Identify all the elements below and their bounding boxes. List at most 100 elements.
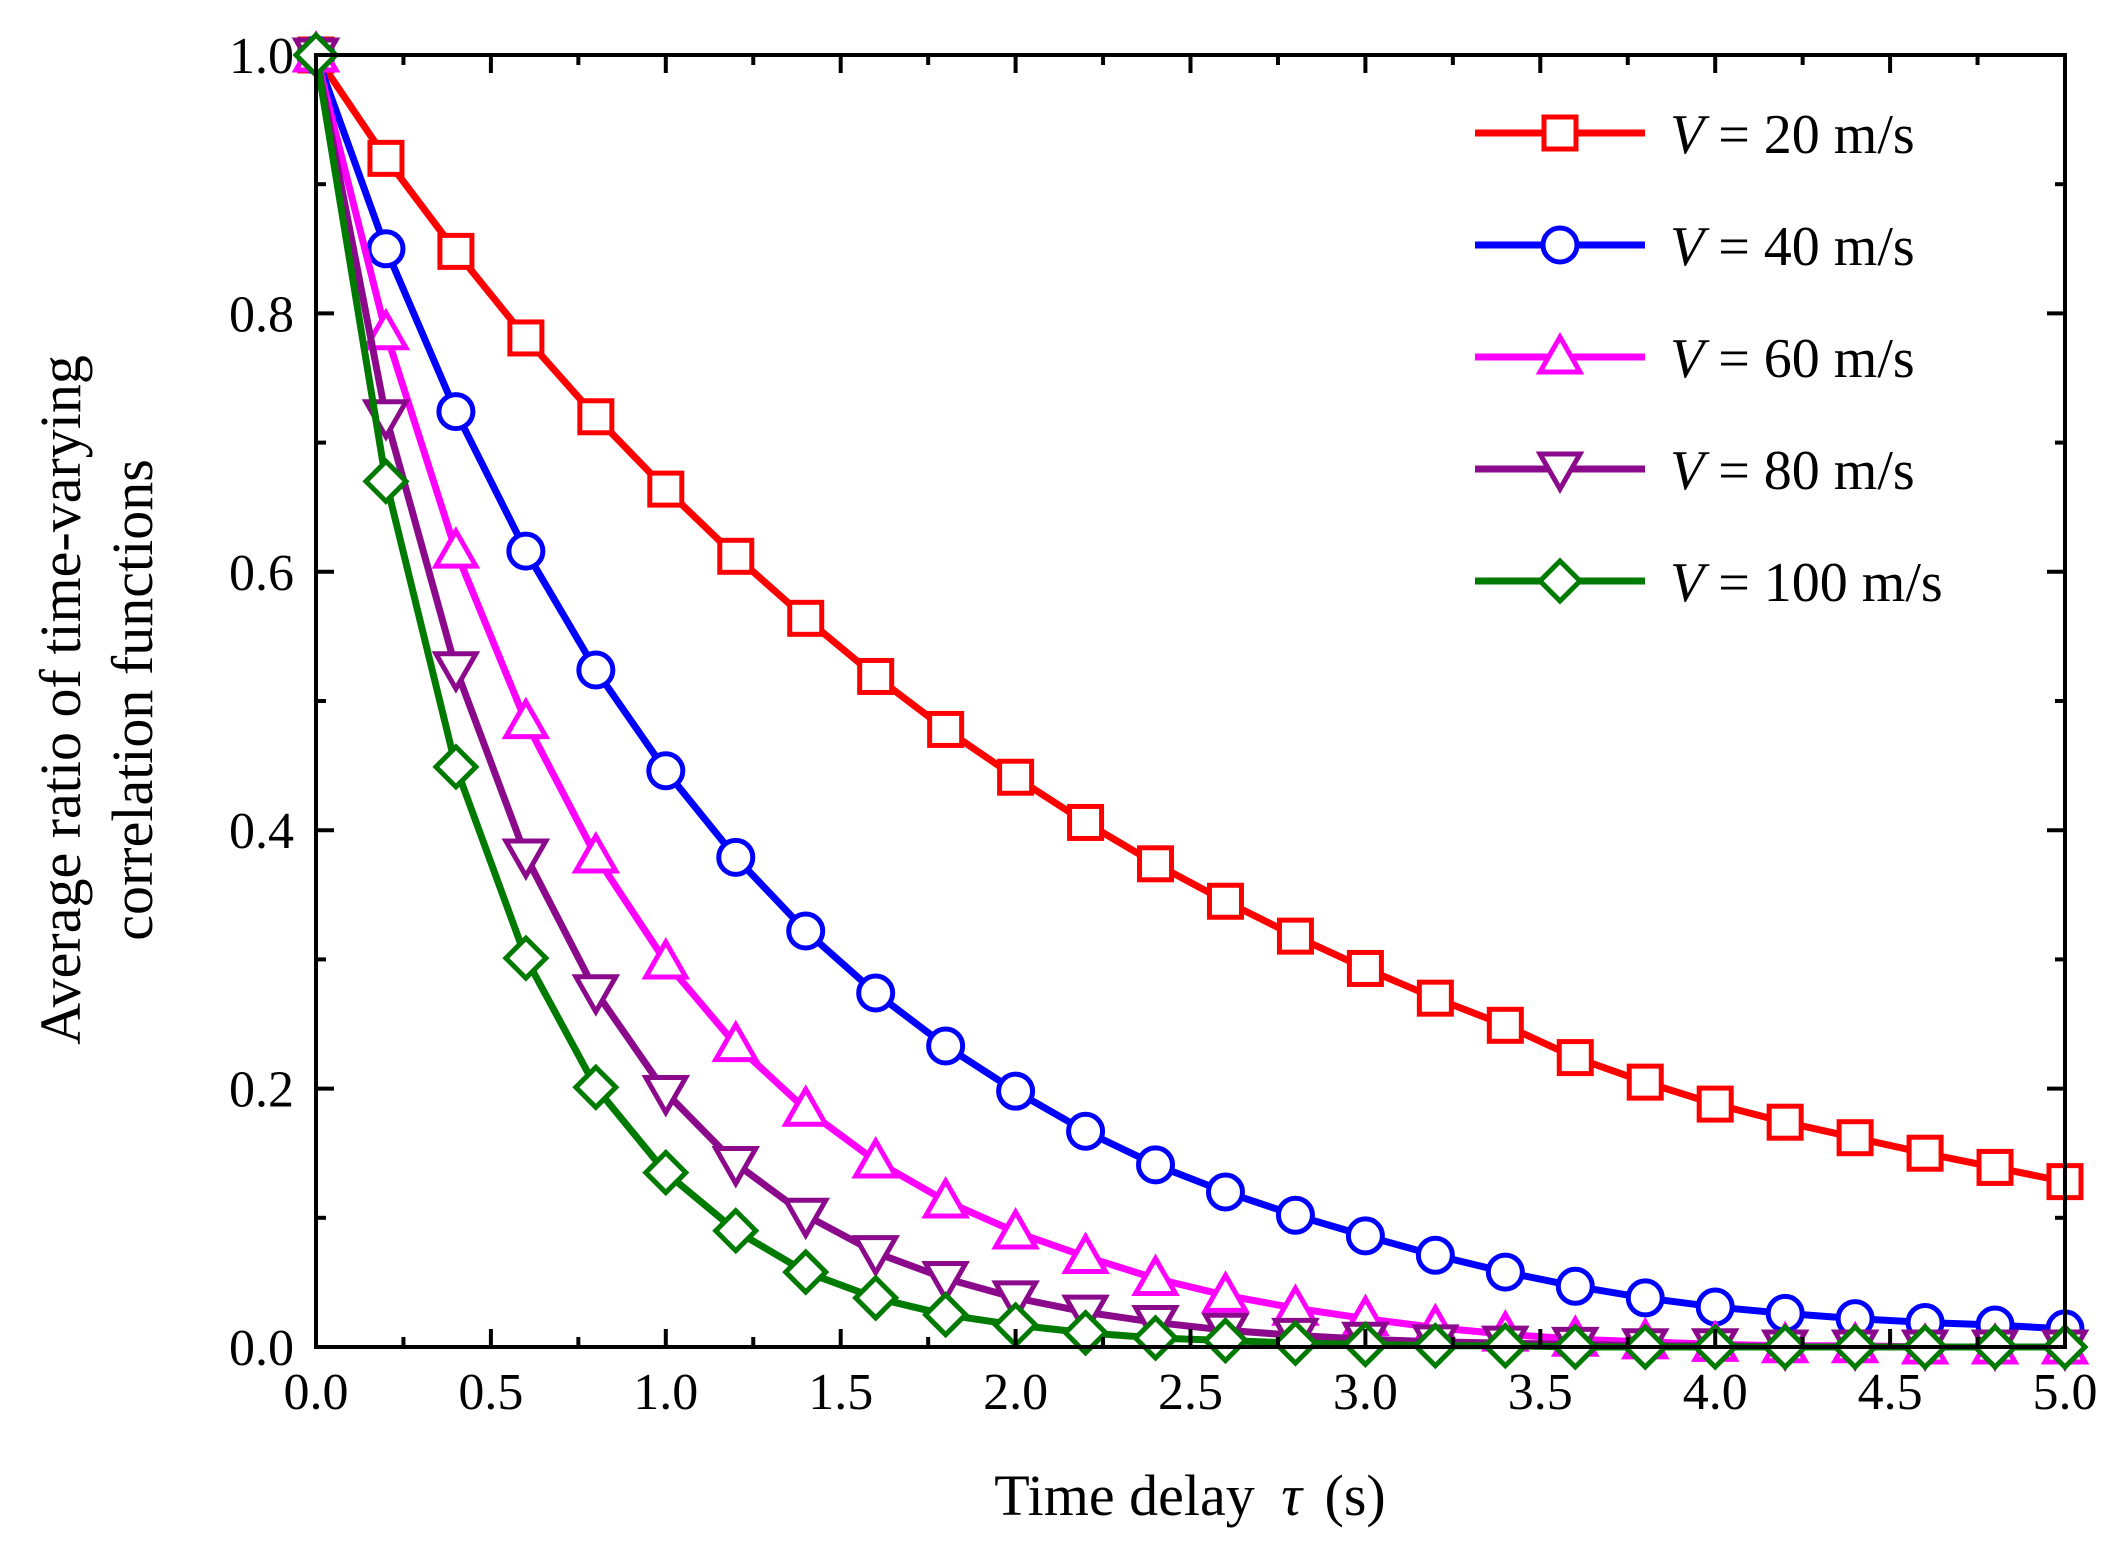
data-point [1556,1039,1594,1077]
y-tick-label: 0.0 [229,1320,294,1377]
data-point [501,838,551,882]
data-point [787,599,825,637]
data-point [1695,1287,1735,1327]
x-tick-label: 3.0 [1333,1364,1398,1421]
data-point [431,651,481,694]
legend-label: V = 60 m/s [1670,328,1915,390]
data-point [641,936,691,980]
data-point [1137,845,1175,883]
x-tick-label: 0.0 [284,1364,349,1421]
data-point [921,1175,970,1219]
data-point [1416,979,1454,1017]
data-point [1415,1235,1455,1275]
data-point [506,531,546,571]
data-point [642,1149,690,1197]
data-point [716,837,756,877]
data-point [1626,1063,1664,1101]
legend-item: V = 100 m/s [1475,552,1943,614]
data-point [711,1019,761,1063]
data-point [1486,1006,1524,1044]
data-point [432,743,480,791]
data-point [786,911,826,951]
data-point [1066,1111,1106,1151]
legend-item: V = 60 m/s [1475,328,1915,390]
data-point [1345,1216,1385,1256]
data-point [991,1280,1040,1323]
legend-label-rest: = 80 m/s [1704,440,1915,502]
data-point [1131,1253,1180,1297]
data-point [1061,1231,1110,1275]
data-point [571,974,621,1017]
x-tick-label: 4.0 [1683,1364,1748,1421]
data-point [782,1248,830,1296]
legend-label-var: V [1670,440,1710,502]
x-axis-title: Time delay τ (s) [994,1463,1385,1528]
data-point [781,1084,831,1127]
data-point [501,696,551,740]
data-point [1485,1252,1525,1292]
legend-label: V = 40 m/s [1670,216,1915,278]
data-point [1766,1103,1804,1141]
data-point [1062,1309,1110,1357]
data-point [1346,949,1384,987]
data-point [646,751,686,791]
series-2 [296,35,2085,1349]
data-point [431,526,481,569]
data-point [1836,1119,1874,1157]
x-tick-label: 5.0 [2033,1364,2098,1421]
data-point [857,657,895,695]
x-tick-label: 2.0 [983,1364,1048,1421]
data-point [996,1071,1036,1111]
data-point [1206,882,1244,920]
data-point [577,398,615,436]
y-tick-label: 0.2 [229,1062,294,1119]
legend-marker [1535,331,1585,375]
legend-label-var: V [1670,552,1710,614]
y-axis-title-line2: correlation functions [100,459,165,941]
data-point [437,232,475,270]
data-point [1205,1172,1245,1212]
data-point [712,1207,760,1255]
data-point [1275,1195,1315,1235]
data-point [921,1261,970,1304]
data-point [1555,1266,1595,1306]
legend-label-rest: = 20 m/s [1704,104,1915,166]
data-point [1625,1278,1665,1318]
x-axis-title-symbol: τ [1281,1463,1304,1528]
x-tick-label: 1.0 [633,1364,698,1421]
data-point [1906,1134,1944,1172]
legend-label-var: V [1670,104,1710,166]
data-point [361,307,411,351]
legend-item: V = 40 m/s [1475,216,1915,278]
data-point [926,1026,966,1066]
data-point [362,457,410,505]
legend-item: V = 80 m/s [1475,440,1915,502]
data-point [367,139,405,177]
data-point [1271,1319,1319,1367]
legend-label: V = 20 m/s [1670,104,1915,166]
legend-marker [1536,557,1584,605]
series-1 [297,36,2084,1201]
legend-marker [1541,114,1579,152]
legend-label-var: V [1670,216,1710,278]
y-tick-label: 0.6 [229,545,294,602]
x-axis-title-text: Time delay [994,1463,1254,1528]
data-point [366,229,406,269]
x-axis-title-unit: (s) [1325,1463,1386,1528]
data-point [1276,917,1314,955]
data-point [711,1146,761,1189]
data-point [852,1274,900,1322]
y-tick-label: 0.8 [229,286,294,343]
y-tick-label: 1.0 [229,28,294,85]
legend: V = 20 m/sV = 40 m/sV = 60 m/sV = 80 m/s… [1475,104,1943,614]
data-point [991,1206,1040,1250]
legend-label-var: V [1670,328,1710,390]
ticks-layer: 0.0 0.5 1.0 1.5 2.0 2.5 3.0 3.5 4.0 4.5 5.0 0.0 0.2 0… [229,28,2098,1421]
data-point [1696,1085,1734,1123]
x-tick-label: 3.5 [1508,1364,1573,1421]
legend-marker [1535,451,1585,495]
data-point [851,1135,900,1179]
legend-label-rest: = 60 m/s [1704,328,1915,390]
data-point [927,710,965,748]
